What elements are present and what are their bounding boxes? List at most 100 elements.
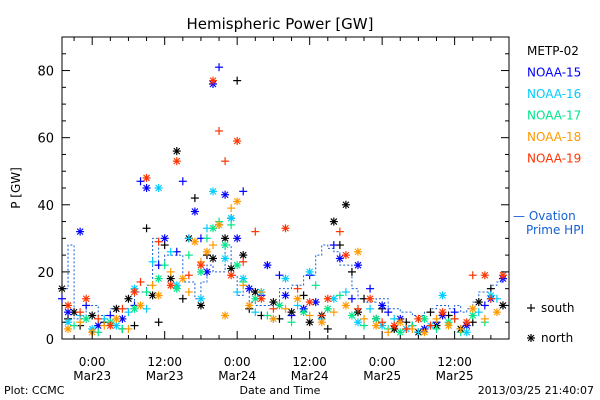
- point-stroke: [421, 315, 428, 323]
- south-point: [450, 308, 459, 317]
- south-point: [148, 281, 157, 290]
- point-stroke: [112, 322, 120, 329]
- point-stroke: [227, 271, 235, 279]
- south-point: [190, 194, 199, 203]
- north-point: [64, 318, 73, 327]
- north-point: [233, 234, 242, 243]
- south-point: [76, 308, 85, 317]
- y-tick-label: 20: [37, 266, 54, 281]
- south-point: [281, 304, 290, 313]
- north-point: [366, 294, 375, 303]
- north-point: [124, 294, 133, 303]
- south-point: [323, 324, 332, 333]
- south-point: [486, 284, 495, 293]
- point-stroke: [112, 315, 120, 323]
- point-stroke: [64, 318, 72, 326]
- north-point: [341, 200, 350, 209]
- north-point: [166, 274, 175, 283]
- y-tick-label: 40: [37, 199, 54, 214]
- point-stroke: [372, 322, 380, 329]
- south-point: [221, 157, 230, 166]
- south-point: [432, 314, 441, 323]
- south-point: [293, 284, 302, 293]
- point-stroke: [239, 251, 247, 259]
- north-point: [462, 318, 471, 327]
- point-stroke: [300, 308, 308, 316]
- south-point: [366, 284, 375, 293]
- point-stroke: [263, 261, 271, 269]
- point-stroke: [306, 318, 314, 326]
- point-stroke: [143, 174, 150, 182]
- north-point: [299, 308, 308, 317]
- point-stroke: [155, 275, 163, 282]
- south-point: [184, 234, 193, 243]
- point-stroke: [342, 251, 350, 259]
- north-point: [166, 281, 175, 290]
- point-stroke: [463, 318, 471, 326]
- south-point: [178, 177, 187, 186]
- point-stroke: [270, 315, 277, 323]
- legend-ovation-label: — Ovation: [513, 209, 576, 223]
- north-point: [76, 227, 85, 236]
- south-point: [450, 314, 459, 323]
- point-stroke: [173, 285, 181, 293]
- north-point: [221, 311, 230, 320]
- point-stroke: [106, 322, 114, 329]
- point-stroke: [439, 291, 446, 299]
- x-tick-date: Mar23: [73, 369, 111, 383]
- south-point: [402, 324, 411, 333]
- point-stroke: [354, 248, 362, 256]
- point-stroke: [330, 218, 338, 225]
- south-point: [239, 281, 248, 290]
- north-point: [209, 76, 218, 85]
- south-point: [353, 304, 362, 313]
- north-point: [172, 284, 181, 293]
- south-point: [130, 321, 139, 330]
- point-stroke: [312, 298, 320, 306]
- north-point: [468, 304, 477, 313]
- point-stroke: [197, 268, 205, 276]
- south-point: [227, 220, 236, 229]
- south-point: [166, 267, 175, 276]
- north-point: [196, 294, 205, 303]
- plot-credit: Plot: CCMC: [4, 384, 65, 397]
- north-point: [305, 267, 314, 276]
- x-tick-date: Mar24: [291, 369, 329, 383]
- point-stroke: [131, 305, 138, 313]
- point-stroke: [203, 268, 211, 276]
- north-point: [480, 271, 489, 280]
- south-point: [305, 311, 314, 320]
- north-point: [353, 318, 362, 327]
- south-point: [335, 291, 344, 300]
- point-stroke: [227, 214, 235, 222]
- south-point: [311, 281, 320, 290]
- point-stroke: [372, 315, 380, 323]
- north-point: [160, 234, 169, 243]
- point-stroke: [233, 137, 241, 145]
- point-stroke: [342, 302, 350, 309]
- point-stroke: [330, 295, 338, 303]
- south-point: [160, 241, 169, 250]
- legend-series-label: NOAA-18: [527, 130, 581, 144]
- point-stroke: [82, 315, 90, 323]
- point-stroke: [155, 291, 163, 299]
- south-point: [360, 321, 369, 330]
- north-point: [106, 321, 115, 330]
- point-stroke: [390, 322, 398, 329]
- north-point: [227, 271, 236, 280]
- south-point: [378, 318, 387, 327]
- south-point: [215, 126, 224, 135]
- north-point: [221, 190, 230, 199]
- north-point: [154, 291, 163, 300]
- north-point: [154, 184, 163, 192]
- axis-ticks: 0204060800:00Mar2312:00Mar230:00Mar2412:…: [37, 37, 509, 383]
- south-point: [468, 271, 477, 280]
- point-stroke: [378, 302, 386, 309]
- south-point: [136, 177, 145, 186]
- point-stroke: [245, 302, 253, 309]
- north-point: [142, 184, 151, 192]
- point-stroke: [396, 328, 404, 336]
- north-point: [82, 314, 91, 323]
- point-stroke: [282, 291, 289, 299]
- point-stroke: [221, 255, 229, 262]
